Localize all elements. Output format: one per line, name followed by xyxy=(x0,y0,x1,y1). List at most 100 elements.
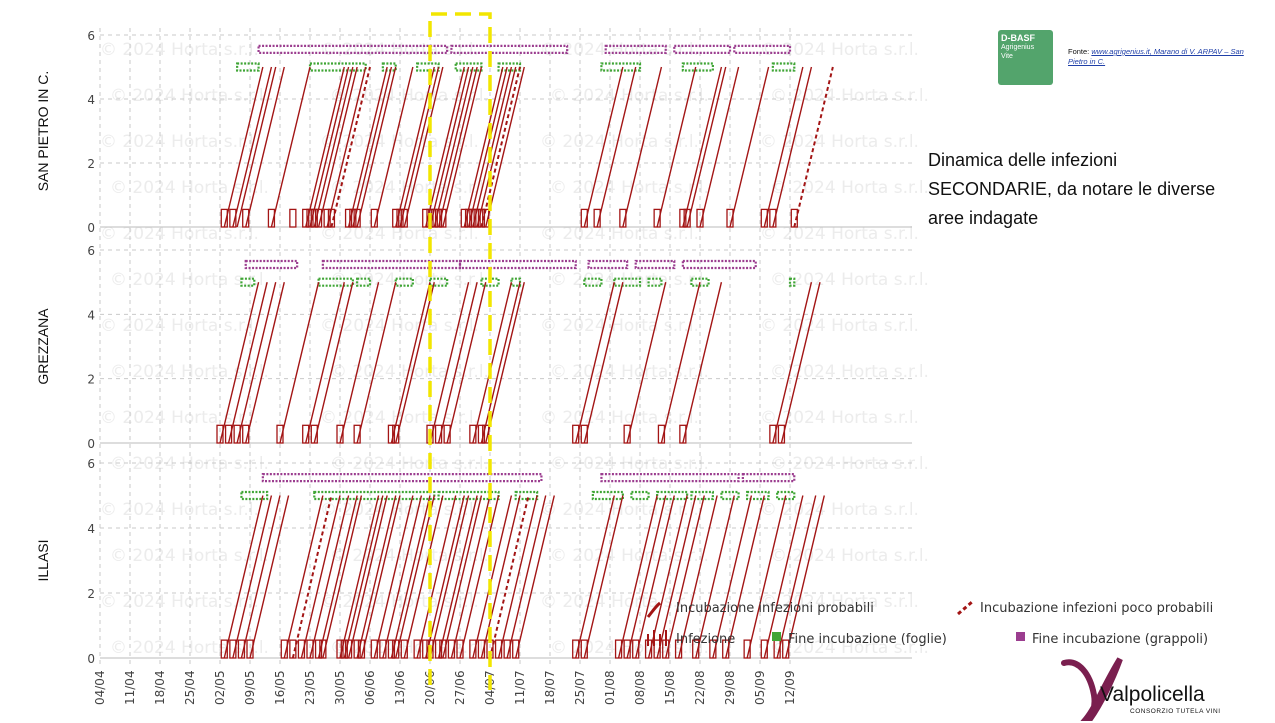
side-note: Dinamica delle infezioni SECONDARIE, da … xyxy=(928,150,1216,228)
incubation-line-probable xyxy=(596,66,637,228)
incubation-line-probable xyxy=(485,66,525,228)
incubation-line-probable xyxy=(356,282,397,444)
legend-swatch-probable xyxy=(646,601,661,618)
bunch-end-window xyxy=(261,473,543,483)
incubation-line-probable xyxy=(437,282,478,444)
x-tick-label: 12/09 xyxy=(783,670,797,705)
leaf-end-window xyxy=(690,490,714,501)
leaf-end-window xyxy=(416,62,440,72)
leaf-end-window xyxy=(381,62,397,72)
infection-bar xyxy=(289,208,297,228)
incubation-line-probable xyxy=(472,66,513,228)
y-tick-label: 4 xyxy=(87,308,95,322)
leaf-end-window xyxy=(630,490,650,501)
incubation-line-probable xyxy=(300,495,341,659)
legend-label-probable: Incubazione infezioni probabili xyxy=(676,601,874,616)
incubation-line-probable xyxy=(437,495,478,659)
x-tick-label: 13/06 xyxy=(393,670,407,705)
incubation-line-probable xyxy=(270,66,311,228)
incubation-line-probable xyxy=(326,66,367,228)
incubation-line-probable xyxy=(313,282,354,444)
watermark-text: © 2024 Horta s.r.l. xyxy=(100,500,259,520)
x-tick-label: 30/05 xyxy=(333,670,347,705)
watermark-text: © 2024 Horta s.r.l. xyxy=(100,132,259,152)
legend-label-infection: Infezione xyxy=(676,632,735,647)
incubation-line-probable xyxy=(780,282,821,444)
incubation-line-probable xyxy=(317,495,358,659)
x-tick-label: 25/04 xyxy=(183,670,197,705)
watermark-text: © 2024 Horta s.r.l. xyxy=(320,224,479,244)
incubation-line-probable xyxy=(575,282,615,444)
incubation-line-probable xyxy=(617,495,658,659)
leaf-end-window xyxy=(720,490,740,501)
incubation-line-probable xyxy=(583,66,624,228)
bunch-end-window xyxy=(604,44,667,55)
panel-san-pietro-in-c-: 0 2 4 6 SAN PIETRO IN C. xyxy=(35,29,912,235)
legend-swatch-leaf xyxy=(772,632,781,641)
watermark-text: © 2024 Horta s.r.l. xyxy=(320,592,479,612)
watermark-text: © 2024 Horta s.r.l. xyxy=(770,270,929,290)
incubation-line-probable xyxy=(356,66,397,228)
incubation-line-probable xyxy=(437,66,478,228)
incubation-line-probable xyxy=(656,495,697,659)
watermark-text: © 2024 Horta s.r.l. xyxy=(320,408,479,428)
valpolicella-logo-mark xyxy=(1061,657,1123,721)
y-tick-label: 2 xyxy=(87,587,95,601)
bunch-end-window xyxy=(587,259,629,270)
watermark-text: © 2024 Horta s.r.l. xyxy=(760,224,919,244)
incubation-line-probable xyxy=(356,495,397,659)
x-tick-label: 22/08 xyxy=(693,670,707,705)
watermark-text: © 2024 Horta s.r.l. xyxy=(540,132,699,152)
x-tick-label: 11/04 xyxy=(123,670,137,705)
watermark-text: © 2024 Horta s.r.l. xyxy=(760,500,919,520)
leaf-end-window xyxy=(454,62,483,72)
x-tick-label: 09/05 xyxy=(243,670,257,705)
bunch-end-window xyxy=(634,259,676,270)
leaf-end-window xyxy=(613,277,642,287)
watermark-text: © 2024 Horta s.r.l. xyxy=(540,408,699,428)
panel-label: GREZZANA xyxy=(35,308,51,385)
incubation-line-probable xyxy=(395,282,435,444)
incubation-line-probable xyxy=(450,495,491,659)
incubation-line-probable xyxy=(382,495,423,659)
x-tick-label: 25/07 xyxy=(573,670,587,705)
y-tick-label: 2 xyxy=(87,157,95,171)
incubation-line-probable xyxy=(746,495,787,659)
incubation-line-probable xyxy=(416,495,457,659)
source-note: Fonte: www.agrigenius.it, Marano di V. A… xyxy=(1068,47,1258,67)
incubation-line-probable xyxy=(360,495,401,659)
source-link[interactable]: www.agrigenius.it, Marano di V. ARPAV – … xyxy=(1068,47,1244,66)
incubation-line-probable xyxy=(763,495,804,659)
watermark-text: © 2024 Horta s.r.l. xyxy=(320,316,479,336)
incubation-line-probable xyxy=(322,495,363,659)
leaf-end-window xyxy=(690,277,710,287)
incubation-line-probable xyxy=(249,495,290,659)
watermark-text: © 2024 Horta s.r.l. xyxy=(110,86,269,106)
incubation-line-probable xyxy=(725,495,765,659)
incubation-line-probable xyxy=(446,282,487,444)
incubation-line-probable xyxy=(463,66,504,228)
incubation-line-probable xyxy=(305,282,345,444)
x-tick-label: 15/08 xyxy=(663,670,677,705)
incubation-line-probable xyxy=(425,495,465,659)
x-tick-label: 06/06 xyxy=(363,670,377,705)
incubation-line-probable xyxy=(223,66,264,228)
incubation-line-probable xyxy=(352,66,393,228)
leaf-end-window xyxy=(428,277,449,287)
x-tick-label: 27/06 xyxy=(453,670,467,705)
watermark-text: © 2024 Horta s.r.l. xyxy=(320,132,479,152)
watermark-text: © 2024 Horta s.r.l. xyxy=(100,224,259,244)
x-tick-label: 08/08 xyxy=(633,670,647,705)
watermark-text: © 2024 Horta s.r.l. xyxy=(110,270,269,290)
y-tick-label: 2 xyxy=(87,373,95,387)
watermark-text: © 2024 Horta s.r.l. xyxy=(550,546,709,566)
watermark-text: © 2024 Horta s.r.l. xyxy=(100,316,259,336)
logo-subtitle: CONSORZIO TUTELA VINI xyxy=(1130,708,1221,715)
watermark-text: © 2024 Horta s.r.l. xyxy=(760,316,919,336)
incubation-line-probable xyxy=(240,495,281,659)
watermark-text: © 2024 Horta s.r.l. xyxy=(770,454,929,474)
leaf-end-window xyxy=(788,277,796,287)
incubation-line-probable xyxy=(347,495,388,659)
watermark-text: © 2024 Horta s.r.l. xyxy=(550,454,709,474)
x-tick-label: 05/09 xyxy=(753,670,767,705)
